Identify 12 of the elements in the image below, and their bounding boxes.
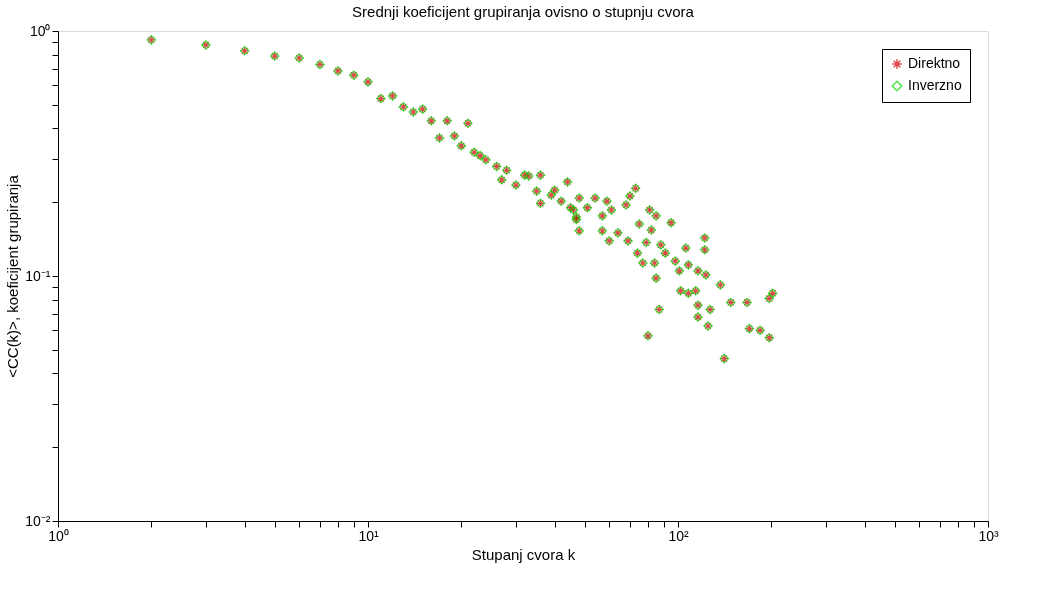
x-tick-label: 10¹ — [358, 527, 379, 544]
y-axis-title: <CC(k)>, koeficijent grupiranja — [4, 174, 22, 378]
x-axis-title: Stupanj cvora k — [471, 545, 576, 563]
x-tick-label: 10⁰ — [48, 527, 69, 544]
chart-title: Srednji koeficijent grupiranja ovisno o stupnju cvora — [352, 3, 695, 20]
y-tick-label: 10⁰ — [29, 22, 51, 39]
y-tick-label: 10⁻¹ — [25, 267, 51, 284]
y-tick-label: 10⁻² — [25, 512, 51, 529]
legend-label: Direktno — [908, 55, 961, 71]
x-tick-label: 10² — [668, 527, 689, 544]
legend-label: Inverzno — [908, 77, 962, 93]
x-tick-label: 10³ — [978, 527, 999, 544]
